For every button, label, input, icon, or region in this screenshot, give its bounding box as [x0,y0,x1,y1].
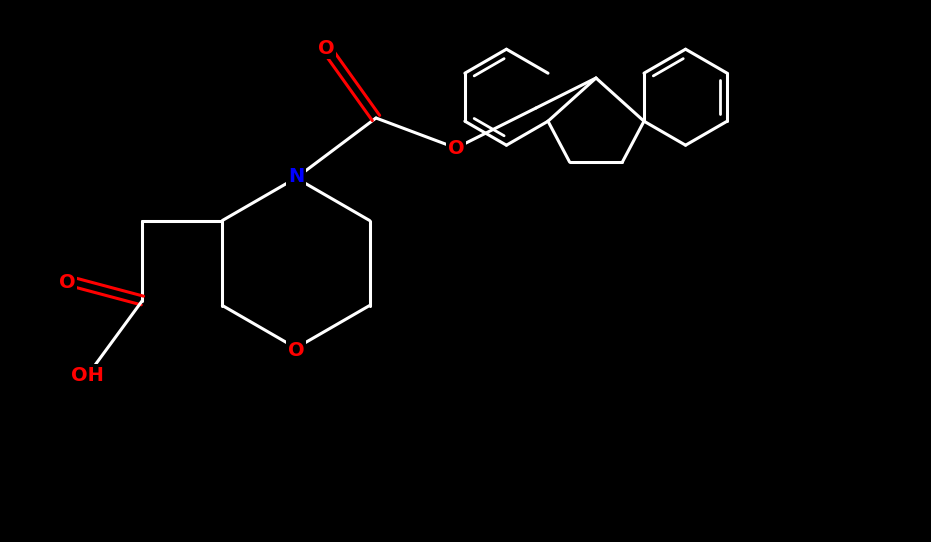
Text: N: N [288,166,304,185]
Text: OH: OH [71,366,104,385]
Text: O: O [317,38,334,57]
Text: O: O [59,273,75,292]
Text: O: O [448,139,465,158]
Text: O: O [288,340,304,359]
